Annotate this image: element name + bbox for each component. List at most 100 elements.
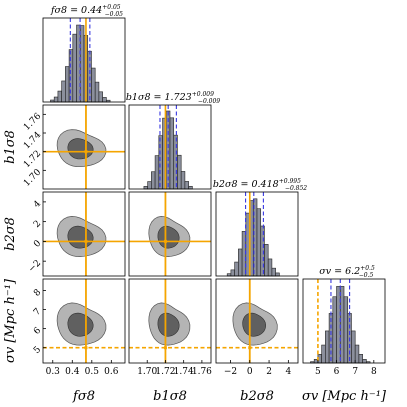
x-tick-label: 1.76 (192, 367, 212, 377)
x-tick-label: −2 (224, 367, 237, 377)
x-tick-label: 0.4 (65, 367, 80, 377)
contour-panel-2-3 (215, 278, 299, 364)
histogram-bar (321, 344, 326, 364)
histogram-bar (238, 248, 243, 277)
contour-panel-0-3 (42, 278, 126, 364)
x-axis-label-2: b2σ8 (240, 389, 274, 404)
y-axis-label-2: b2σ8 (3, 217, 18, 251)
histogram-bar (61, 80, 66, 103)
contour-panel-1-2 (128, 191, 212, 277)
histogram-bar (339, 286, 345, 364)
histogram-bar (343, 296, 349, 364)
contour-frame (42, 278, 126, 364)
histogram-bar (332, 296, 337, 364)
y-tick-label: 1.74 (22, 130, 43, 151)
x-axis-label-0: fσ8 (72, 389, 95, 404)
contour-frame (42, 191, 126, 277)
contour-1sigma (157, 225, 180, 249)
contour-frame (42, 104, 126, 190)
histogram-bar (184, 181, 189, 190)
histogram-bar (79, 25, 85, 103)
histogram-title-3: σv = 6.2+0.5 −0.5 (319, 265, 375, 279)
histogram-bar (256, 208, 262, 277)
x-tick-label: 0.5 (85, 367, 100, 377)
y-axis-label-1: b1σ8 (3, 130, 18, 164)
histogram-bar (147, 181, 152, 190)
histogram-bar (177, 154, 182, 190)
histogram-bar (264, 244, 269, 277)
histogram-bar (91, 67, 96, 103)
histogram-bar (154, 155, 160, 190)
y-tick-label: 4 (32, 199, 43, 210)
truth-marker (84, 346, 88, 350)
contour-panel-0-2 (42, 191, 126, 277)
x-tick-label: 1.70 (137, 367, 157, 377)
truth-marker (248, 346, 252, 350)
y-axis-label-3: σv [Mpc h⁻¹] (3, 278, 18, 363)
contour-1sigma (157, 312, 180, 337)
histogram-bar (275, 272, 280, 277)
x-tick-label: 8 (371, 367, 377, 377)
histogram-bar (151, 171, 156, 190)
histogram-bar (354, 344, 360, 364)
truth-marker (84, 239, 88, 243)
x-tick-label: 6 (334, 367, 340, 377)
contour-frame (215, 278, 299, 364)
histogram-3: σv = 6.2+0.5 −0.5 (302, 265, 386, 364)
x-axis-label-1: b1σ8 (153, 389, 187, 404)
y-tick-label: 1.76 (22, 111, 43, 132)
histogram-bar (53, 96, 59, 103)
y-tick-label: 5 (32, 345, 43, 356)
histogram-bar (180, 171, 186, 190)
histogram-bar (336, 286, 341, 364)
contour-frame (128, 191, 212, 277)
histogram-bar (267, 258, 273, 277)
histogram-bar (325, 330, 330, 364)
histogram-frame (215, 191, 299, 277)
histogram-0: fσ8 = 0.44+0.05 −0.05 (42, 4, 126, 103)
x-tick-label: 7 (352, 367, 358, 377)
y-tick-label: 1.72 (22, 149, 43, 170)
histogram-bar (158, 135, 163, 190)
histogram-bar (230, 269, 235, 277)
histogram-bar (173, 134, 178, 190)
histogram-bar (169, 117, 175, 190)
x-tick-label: 0.6 (104, 367, 119, 377)
histogram-bar (351, 330, 356, 364)
y-tick-label: 8 (32, 287, 43, 298)
x-tick-label: 1.72 (155, 367, 175, 377)
histogram-bar (188, 185, 193, 190)
y-tick-label: −2 (27, 258, 43, 274)
histogram-title-2: b2σ8 = 0.418+0.995 −0.852 (213, 178, 307, 192)
truth-marker (163, 239, 167, 243)
contour-frame (128, 278, 212, 364)
histogram-title-1: b1σ8 = 1.723+0.009 −0.009 (126, 91, 220, 105)
x-tick-label: 5 (315, 367, 321, 377)
y-tick-label: 0 (32, 238, 43, 249)
y-tick-label: 2 (32, 219, 43, 230)
contour-panel-0-1 (42, 104, 126, 190)
y-tick-label: 7 (32, 307, 43, 318)
x-tick-label: 2 (266, 367, 272, 377)
histogram-bar (72, 33, 77, 103)
histogram-bar (358, 354, 363, 364)
histogram-title-0: fσ8 = 0.44+0.05 −0.05 (50, 4, 123, 18)
x-tick-label: 0 (247, 367, 253, 377)
y-tick-label: 6 (32, 326, 43, 337)
histogram-bar (362, 359, 367, 364)
x-tick-label: 0.3 (46, 367, 61, 377)
histogram-bar (68, 49, 74, 103)
truth-marker (84, 150, 88, 154)
histogram-bar (94, 81, 100, 103)
y-tick-label: 1.70 (22, 167, 43, 188)
histogram-bar (65, 66, 70, 103)
x-tick-label: 1.74 (174, 367, 194, 377)
histogram-2: b2σ8 = 0.418+0.995 −0.852 (213, 178, 307, 277)
histogram-frame (302, 278, 386, 364)
x-tick-label: 4 (285, 367, 291, 377)
histogram-bar (102, 97, 107, 103)
histogram-frame (42, 17, 126, 103)
contour-panel-1-3 (128, 278, 212, 364)
histogram-bar (234, 261, 239, 277)
